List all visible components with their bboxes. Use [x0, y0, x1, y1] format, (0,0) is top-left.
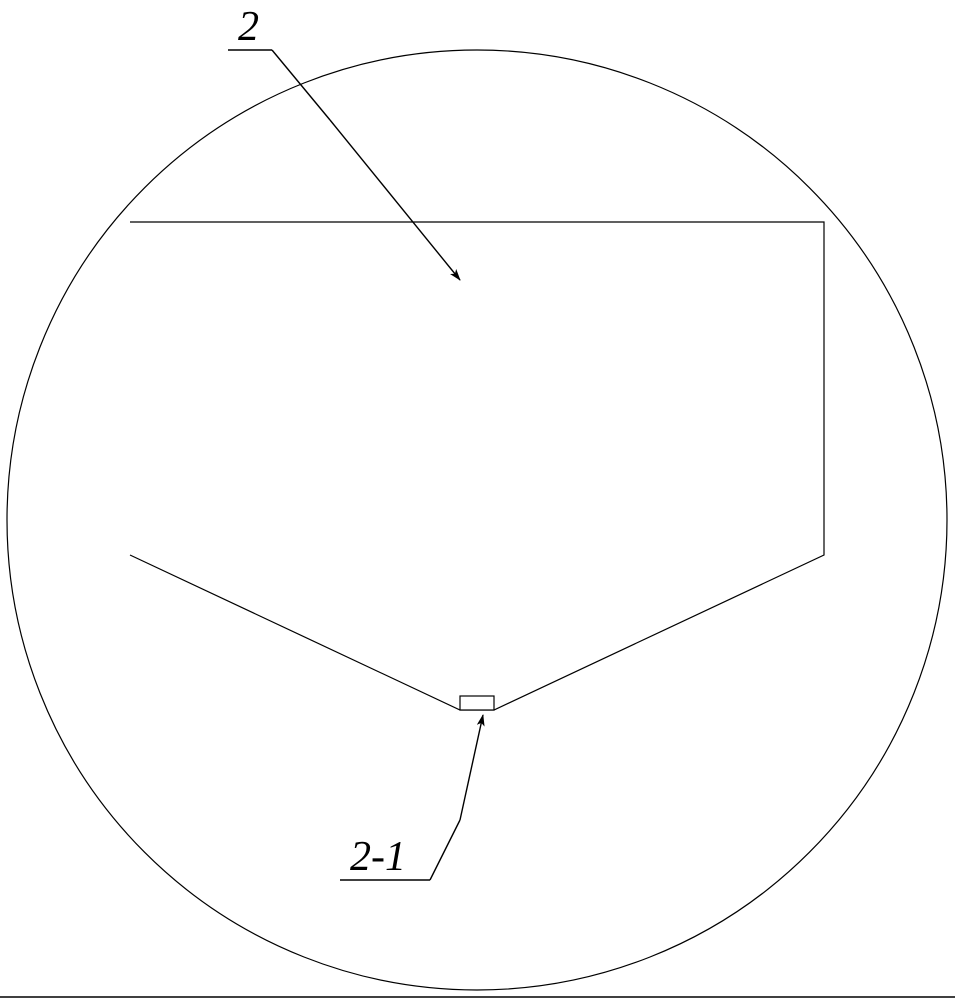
label-2-leader-seg2 [330, 120, 460, 280]
label-2-1-leader-seg1 [430, 820, 460, 880]
hopper-shape [130, 222, 824, 710]
outer-circle [7, 50, 947, 990]
label-2-leader-seg1 [272, 50, 330, 120]
diagram-svg: 2 2-1 [0, 0, 955, 1000]
label-2-1-text: 2-1 [350, 834, 406, 880]
label-2-text: 2 [238, 4, 259, 50]
label-2-1-leader-seg2 [460, 715, 483, 820]
notch-rect [460, 696, 494, 710]
